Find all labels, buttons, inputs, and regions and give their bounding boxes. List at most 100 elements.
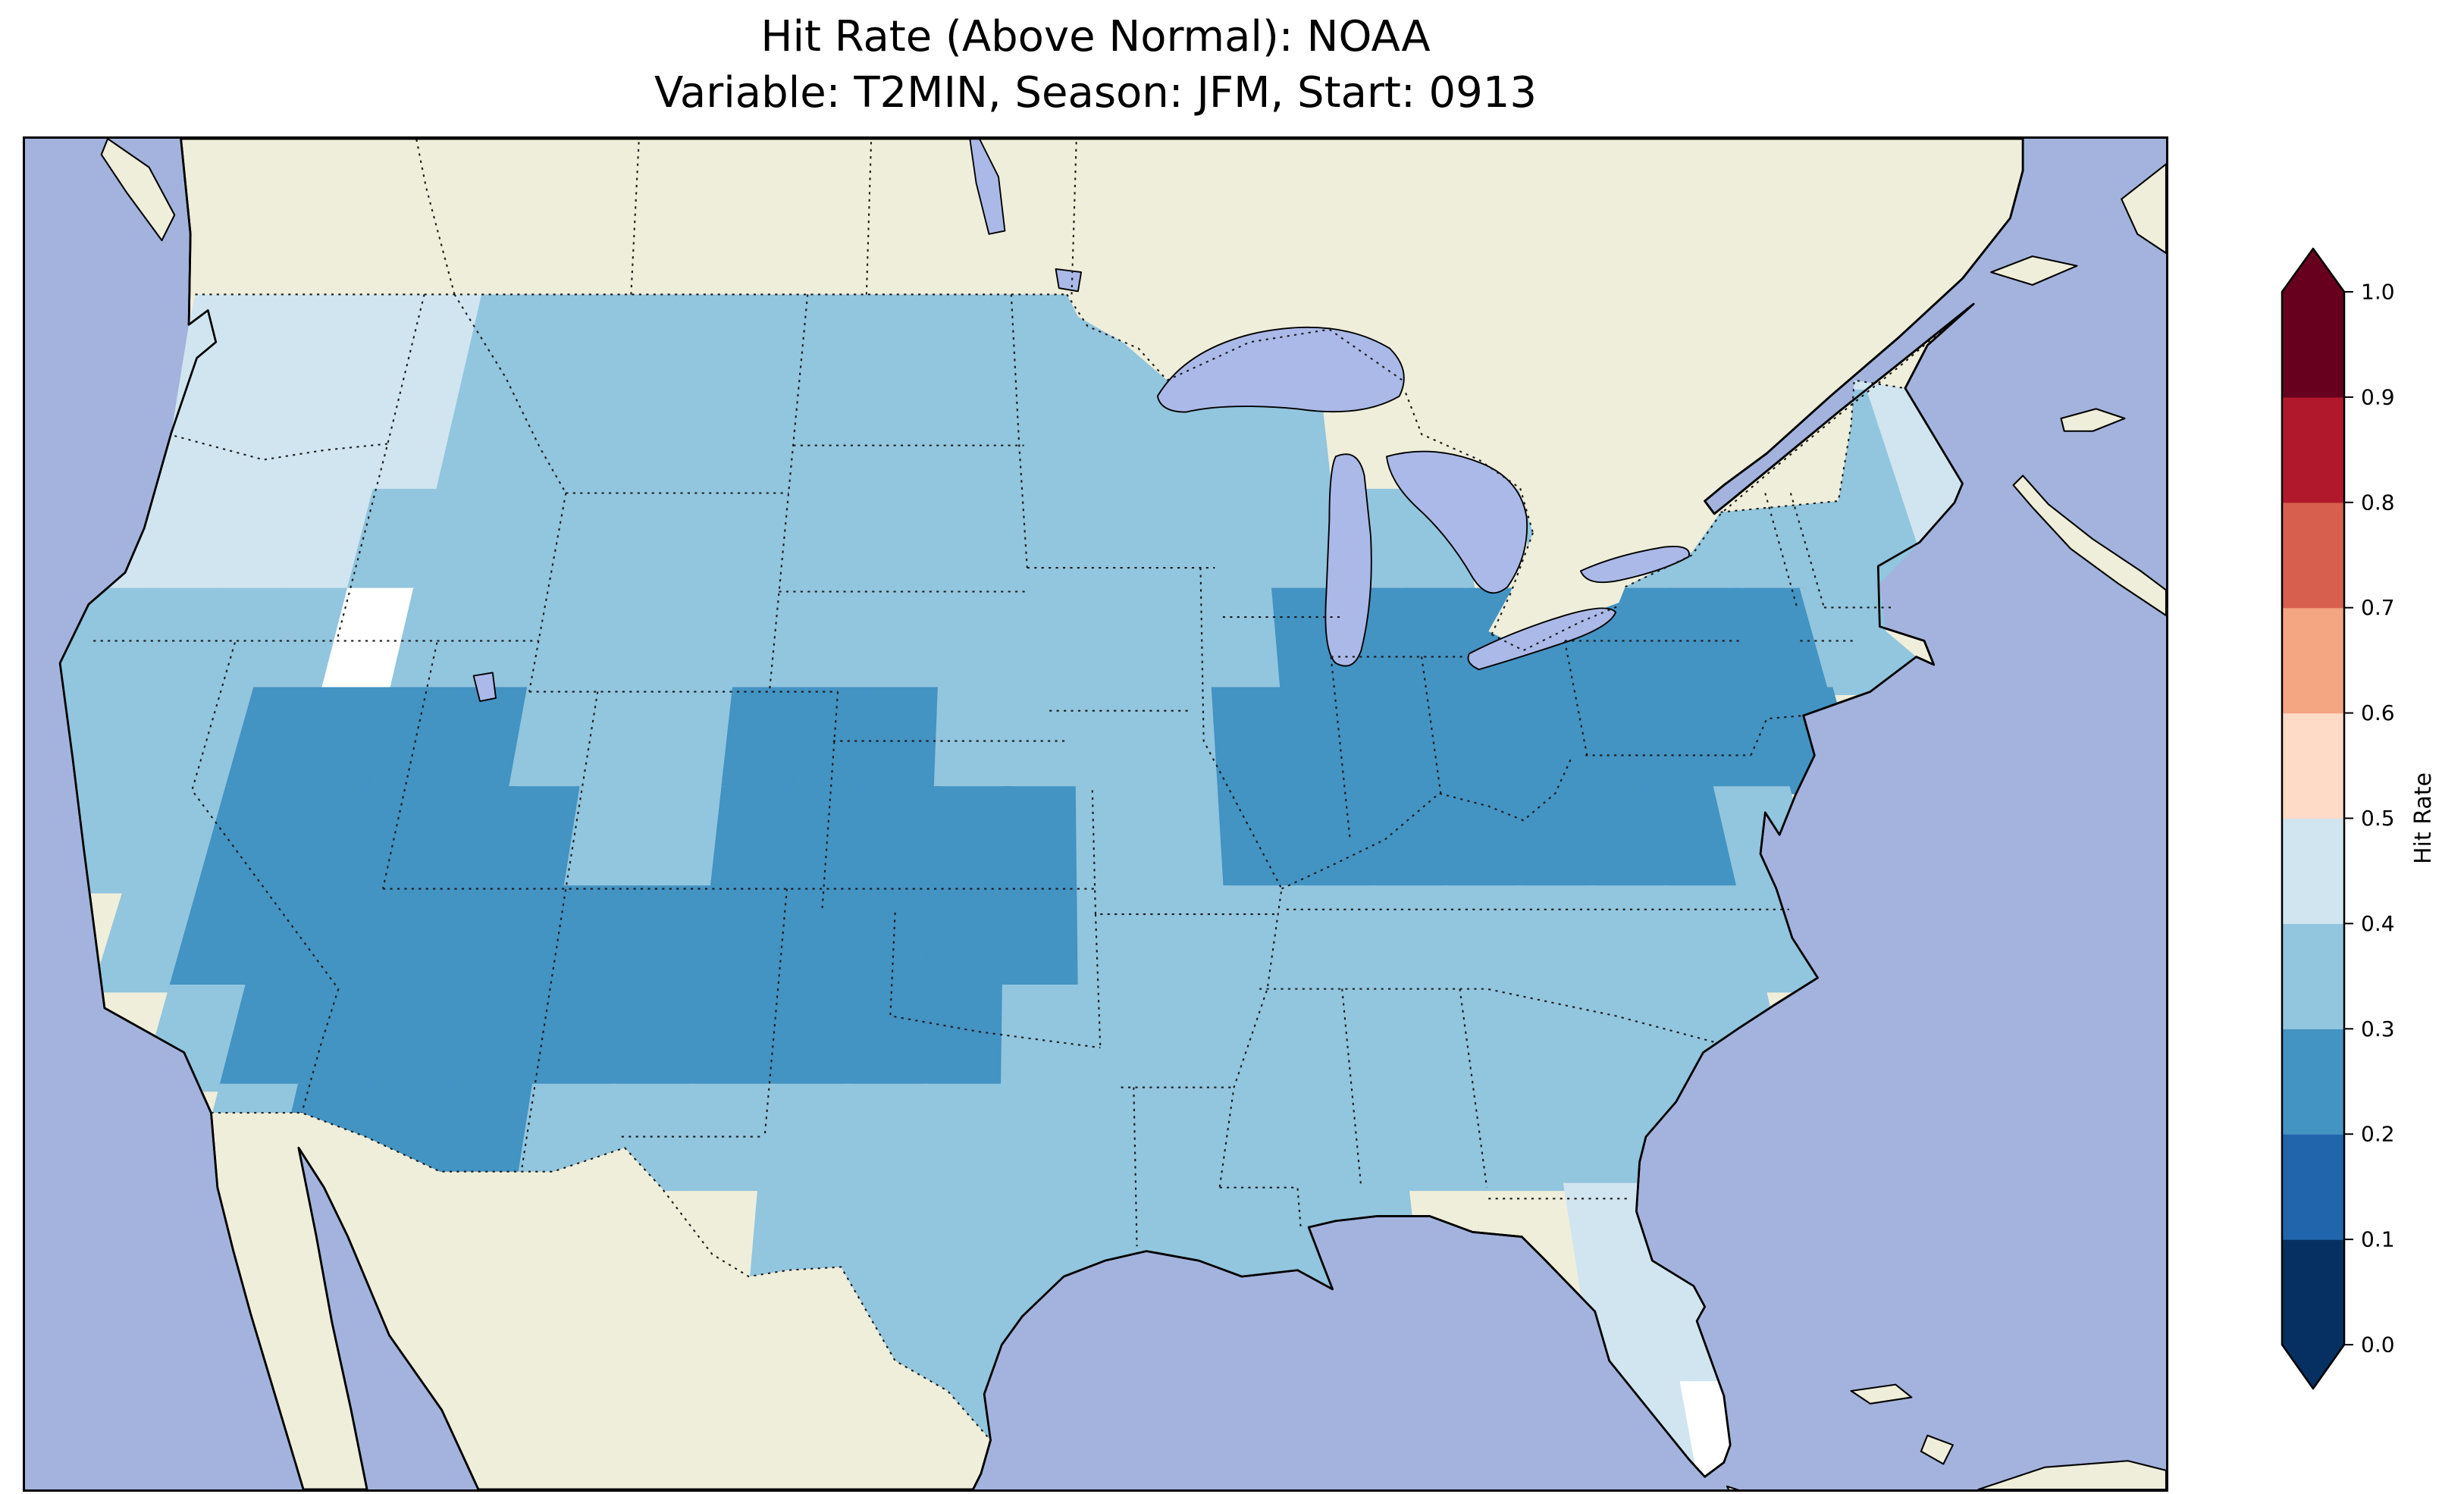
colorbar-tick-label: 0.6	[2361, 700, 2395, 725]
grid-cell	[243, 885, 350, 993]
grid-cell	[1008, 390, 1078, 497]
grid-cell	[268, 786, 373, 894]
islands	[100, 139, 2166, 1489]
colorbar-tick-label: 0.9	[2361, 384, 2395, 409]
grid-cell	[926, 885, 1010, 993]
grid-cell	[1132, 390, 1205, 497]
grid-cell	[1589, 885, 1691, 993]
grid-cell	[948, 294, 1017, 398]
grid-cell	[1240, 1182, 1337, 1290]
grid-cell	[167, 885, 277, 993]
grid-cell	[1157, 1083, 1249, 1192]
grid-cell	[868, 587, 947, 695]
grid-cell	[609, 984, 706, 1092]
grid-cell	[676, 488, 760, 597]
colorbar-segment	[2282, 607, 2344, 714]
grid-cell	[929, 786, 1011, 894]
grid-cell	[318, 885, 424, 993]
grid-cell	[1642, 786, 1745, 894]
grid-cell	[1005, 587, 1080, 695]
grid-cell	[1075, 786, 1156, 894]
colorbar-segment	[2282, 1134, 2344, 1240]
grid-cell	[880, 390, 954, 497]
grid-cell	[641, 294, 723, 398]
grid-cell	[610, 488, 696, 597]
grid-cell	[1136, 488, 1212, 597]
grid-cell	[1443, 885, 1540, 993]
grid-cell	[498, 390, 587, 497]
colorbar-tick-label: 0.0	[2361, 1333, 2395, 1358]
grid-cell	[1663, 885, 1767, 993]
grid-cell	[922, 984, 1008, 1092]
grid-cell	[1235, 1083, 1329, 1192]
grid-cell	[411, 488, 506, 597]
grid-cell	[709, 786, 798, 894]
grid-cell	[1296, 885, 1388, 993]
grid-cell	[933, 687, 1012, 794]
colorbar: 0.0 0.1 0.2 0.3 0.4 0.5 0.6 0.7 0.8 0.9 1.0 Hit Rat…	[2281, 247, 2437, 1390]
grid-cell	[757, 1083, 851, 1192]
grid-cell	[1416, 687, 1508, 794]
grid-cell	[937, 587, 1013, 695]
colorbar-under-arrow	[2282, 1345, 2344, 1389]
grid-cell	[817, 390, 893, 497]
us-choropleth-map	[25, 139, 2166, 1489]
grid-cell	[1007, 488, 1079, 597]
colorbar-segment	[2282, 1239, 2344, 1345]
grid-cell	[649, 687, 738, 794]
grid-cell	[838, 1083, 929, 1192]
great-lakes	[472, 139, 1690, 703]
colorbar-tick-label: 0.7	[2361, 595, 2395, 620]
grid-cell	[319, 587, 419, 695]
colorbar-tick-label: 0.5	[2361, 806, 2395, 831]
grid-cell	[999, 1083, 1087, 1192]
grid-cell	[1223, 885, 1312, 993]
colorbar-tick-label: 0.1	[2361, 1227, 2395, 1252]
hit-rate-grid-layer	[60, 294, 1963, 1477]
grid-cell	[1607, 984, 1712, 1092]
grid-cell	[766, 984, 857, 1092]
grid-cell	[764, 294, 840, 398]
grid-cell	[663, 587, 749, 695]
grid-cell	[345, 488, 442, 597]
grid-cell	[998, 1182, 1088, 1290]
grid-cell	[1469, 1083, 1571, 1192]
colorbar-segment	[2282, 396, 2344, 503]
grid-cell	[1139, 587, 1218, 695]
grid-cell	[1359, 786, 1450, 894]
grid-cell	[918, 1083, 1008, 1192]
grid-cell	[457, 294, 547, 398]
grid-cell	[1547, 1083, 1652, 1192]
grid-cell	[453, 984, 554, 1092]
grid-cell	[1077, 984, 1164, 1092]
chart-title: Hit Rate (Above Normal): NOAA Variable: …	[23, 9, 2168, 121]
grid-cell	[1601, 587, 1698, 695]
grid-cell	[1531, 984, 1634, 1092]
grid-cell	[753, 390, 832, 497]
colorbar-over-arrow	[2282, 249, 2344, 292]
grid-cell	[580, 294, 664, 398]
grid-cell	[1866, 390, 1963, 497]
grid-cell	[594, 587, 683, 695]
grid-cell	[1003, 786, 1083, 894]
grid-cell	[689, 390, 770, 497]
grid-cell	[547, 885, 644, 993]
grid-cell	[874, 488, 951, 597]
grid-cell	[1143, 687, 1224, 794]
grid-cell	[1369, 885, 1464, 993]
grid-cell	[850, 885, 936, 993]
grid-cell	[832, 1182, 926, 1290]
colorbar-tick-label: 0.2	[2361, 1122, 2395, 1147]
grid-cell	[731, 587, 815, 695]
grid-cell	[1622, 687, 1721, 794]
grid-cell	[1074, 687, 1153, 794]
grid-cell	[471, 885, 570, 993]
grid-cell	[218, 984, 328, 1092]
grid-cell	[826, 294, 899, 398]
grid-cell	[1430, 786, 1524, 894]
colorbar-segment	[2282, 923, 2344, 1029]
grid-cell	[1149, 885, 1237, 993]
grid-cell	[1279, 687, 1366, 794]
grid-cell	[1193, 390, 1269, 497]
grid-cell	[856, 786, 940, 894]
